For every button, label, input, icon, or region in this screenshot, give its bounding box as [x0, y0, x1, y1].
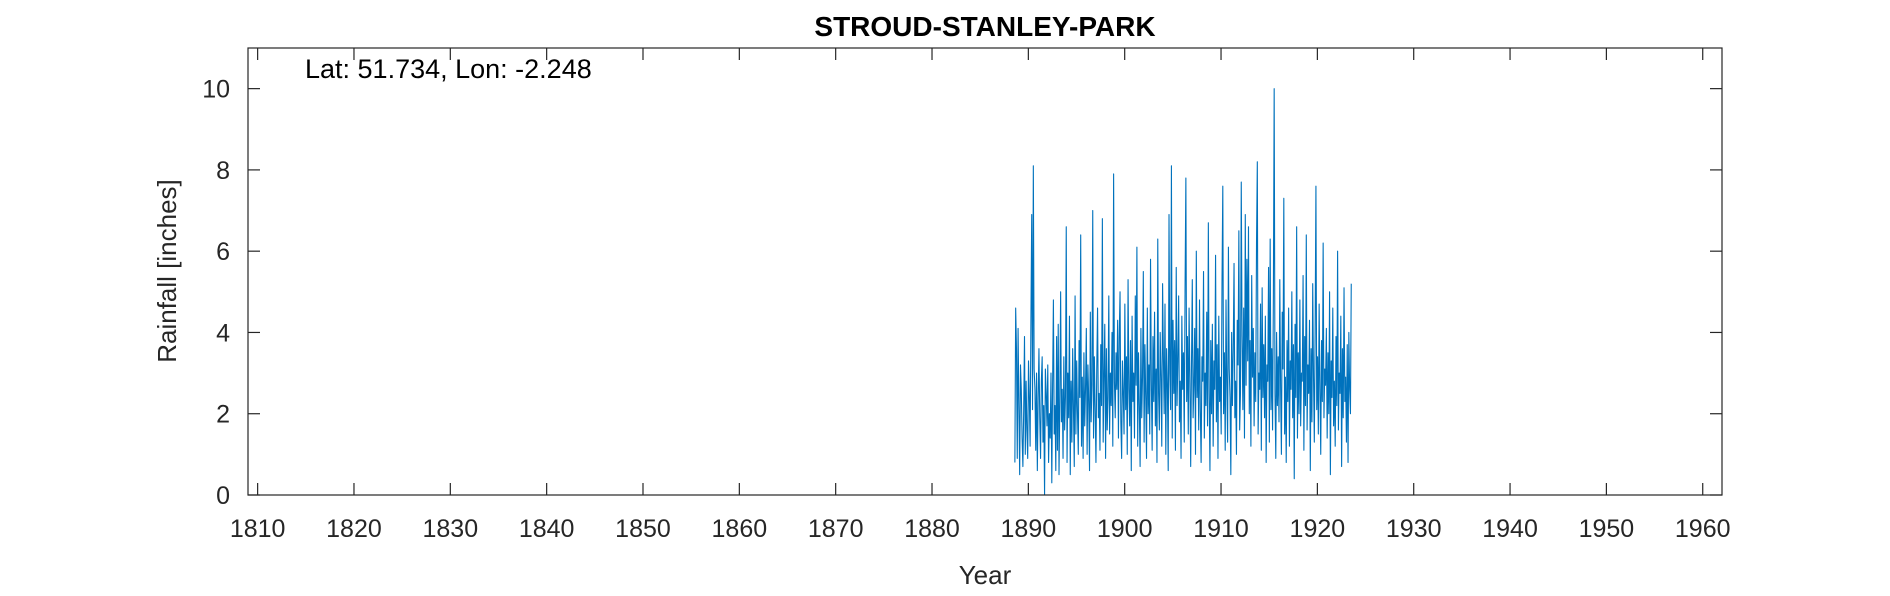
chart-title: STROUD-STANLEY-PARK — [814, 11, 1155, 42]
x-tick-label: 1830 — [423, 515, 479, 543]
plot-area-background — [248, 48, 1722, 495]
rainfall-series-line — [1014, 88, 1352, 496]
x-tick-label: 1810 — [230, 515, 286, 543]
y-tick-label: 8 — [216, 157, 230, 185]
x-tick-label: 1870 — [808, 515, 864, 543]
x-tick-label: 1860 — [712, 515, 768, 543]
x-tick-label: 1960 — [1675, 515, 1731, 543]
x-tick-label: 1920 — [1290, 515, 1346, 543]
x-tick-label: 1930 — [1386, 515, 1442, 543]
x-tick-label: 1850 — [615, 515, 671, 543]
x-tick-label: 1820 — [326, 515, 382, 543]
chart-annotation: Lat: 51.734, Lon: -2.248 — [305, 54, 592, 84]
y-tick-label: 4 — [216, 319, 230, 347]
series-layer — [1014, 88, 1352, 496]
x-tick-label: 1940 — [1482, 515, 1538, 543]
y-tick-label: 2 — [216, 401, 230, 429]
x-tick-label: 1900 — [1097, 515, 1153, 543]
x-tick-label: 1880 — [904, 515, 960, 543]
y-tick-label: 6 — [216, 238, 230, 266]
y-axis-label: Rainfall [inches] — [152, 179, 182, 363]
plot-area-box — [247, 47, 1723, 496]
x-tick-label: 1910 — [1193, 515, 1249, 543]
x-axis-label: Year — [959, 560, 1012, 590]
y-tick-label: 0 — [216, 482, 230, 510]
x-tick-label: 1950 — [1579, 515, 1635, 543]
x-tick-label: 1890 — [1001, 515, 1057, 543]
y-tick-label: 10 — [202, 76, 230, 104]
x-tick-label: 1840 — [519, 515, 575, 543]
ticks-layer: 1810 1820 1830 1840 1850 1860 1870 1880 1890 1900… — [202, 48, 1731, 543]
